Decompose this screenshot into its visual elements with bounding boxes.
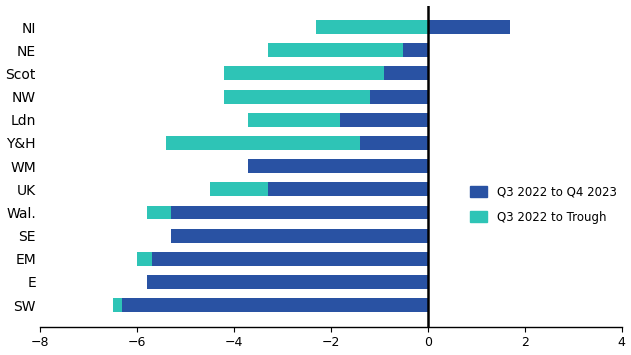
Bar: [146, 275, 428, 289]
Bar: [151, 252, 428, 266]
Legend: Q3 2022 to Q4 2023, Q3 2022 to Trough: Q3 2022 to Q4 2023, Q3 2022 to Trough: [465, 181, 622, 228]
Bar: [166, 136, 360, 150]
Bar: [341, 113, 428, 127]
Bar: [224, 66, 384, 80]
Bar: [113, 298, 122, 312]
Bar: [384, 66, 428, 80]
Bar: [137, 252, 151, 266]
Bar: [428, 20, 510, 34]
Bar: [209, 182, 268, 196]
Bar: [171, 229, 428, 242]
Bar: [224, 90, 370, 104]
Bar: [268, 182, 428, 196]
Bar: [122, 298, 428, 312]
Bar: [249, 159, 428, 173]
Bar: [403, 43, 428, 57]
Bar: [268, 43, 403, 57]
Bar: [316, 20, 510, 34]
Bar: [171, 206, 428, 219]
Bar: [249, 113, 341, 127]
Bar: [360, 136, 428, 150]
Bar: [146, 206, 171, 219]
Bar: [370, 90, 428, 104]
